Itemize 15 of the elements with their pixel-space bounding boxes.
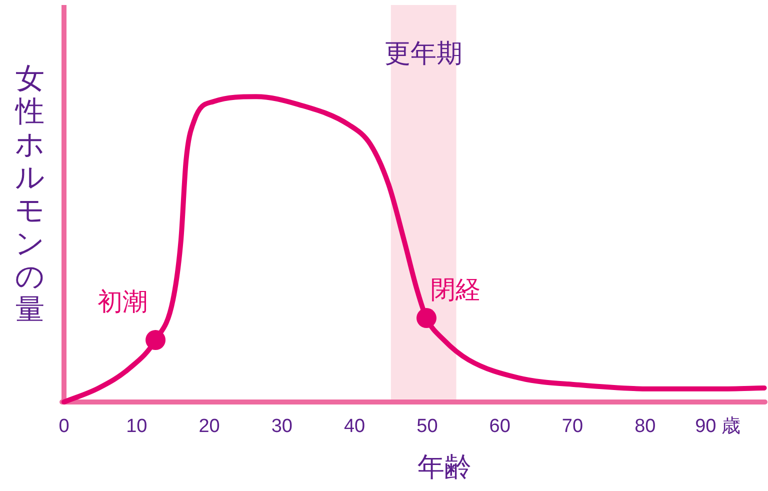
x-axis-title: 年齢 bbox=[418, 452, 472, 482]
x-tick-label: 30 bbox=[271, 416, 292, 437]
x-tick-label: 70 bbox=[562, 416, 584, 437]
x-tick-label: 90 歳 bbox=[695, 416, 740, 437]
x-tick-label: 10 bbox=[126, 416, 148, 437]
annotation: 初潮 bbox=[98, 288, 148, 316]
x-tick-label: 40 bbox=[344, 416, 366, 437]
annotation: 閉経 bbox=[430, 276, 480, 304]
y-axis-title: 女性ホルモンの量 bbox=[14, 63, 45, 326]
x-tick-label: 50 bbox=[416, 416, 438, 437]
band-label: 更年期 bbox=[384, 38, 463, 68]
x-tick-label: 0 bbox=[58, 416, 70, 437]
x-tick-label: 60 bbox=[489, 416, 510, 437]
x-tick-label: 20 bbox=[198, 416, 220, 437]
x-tick-label: 80 bbox=[634, 416, 656, 437]
